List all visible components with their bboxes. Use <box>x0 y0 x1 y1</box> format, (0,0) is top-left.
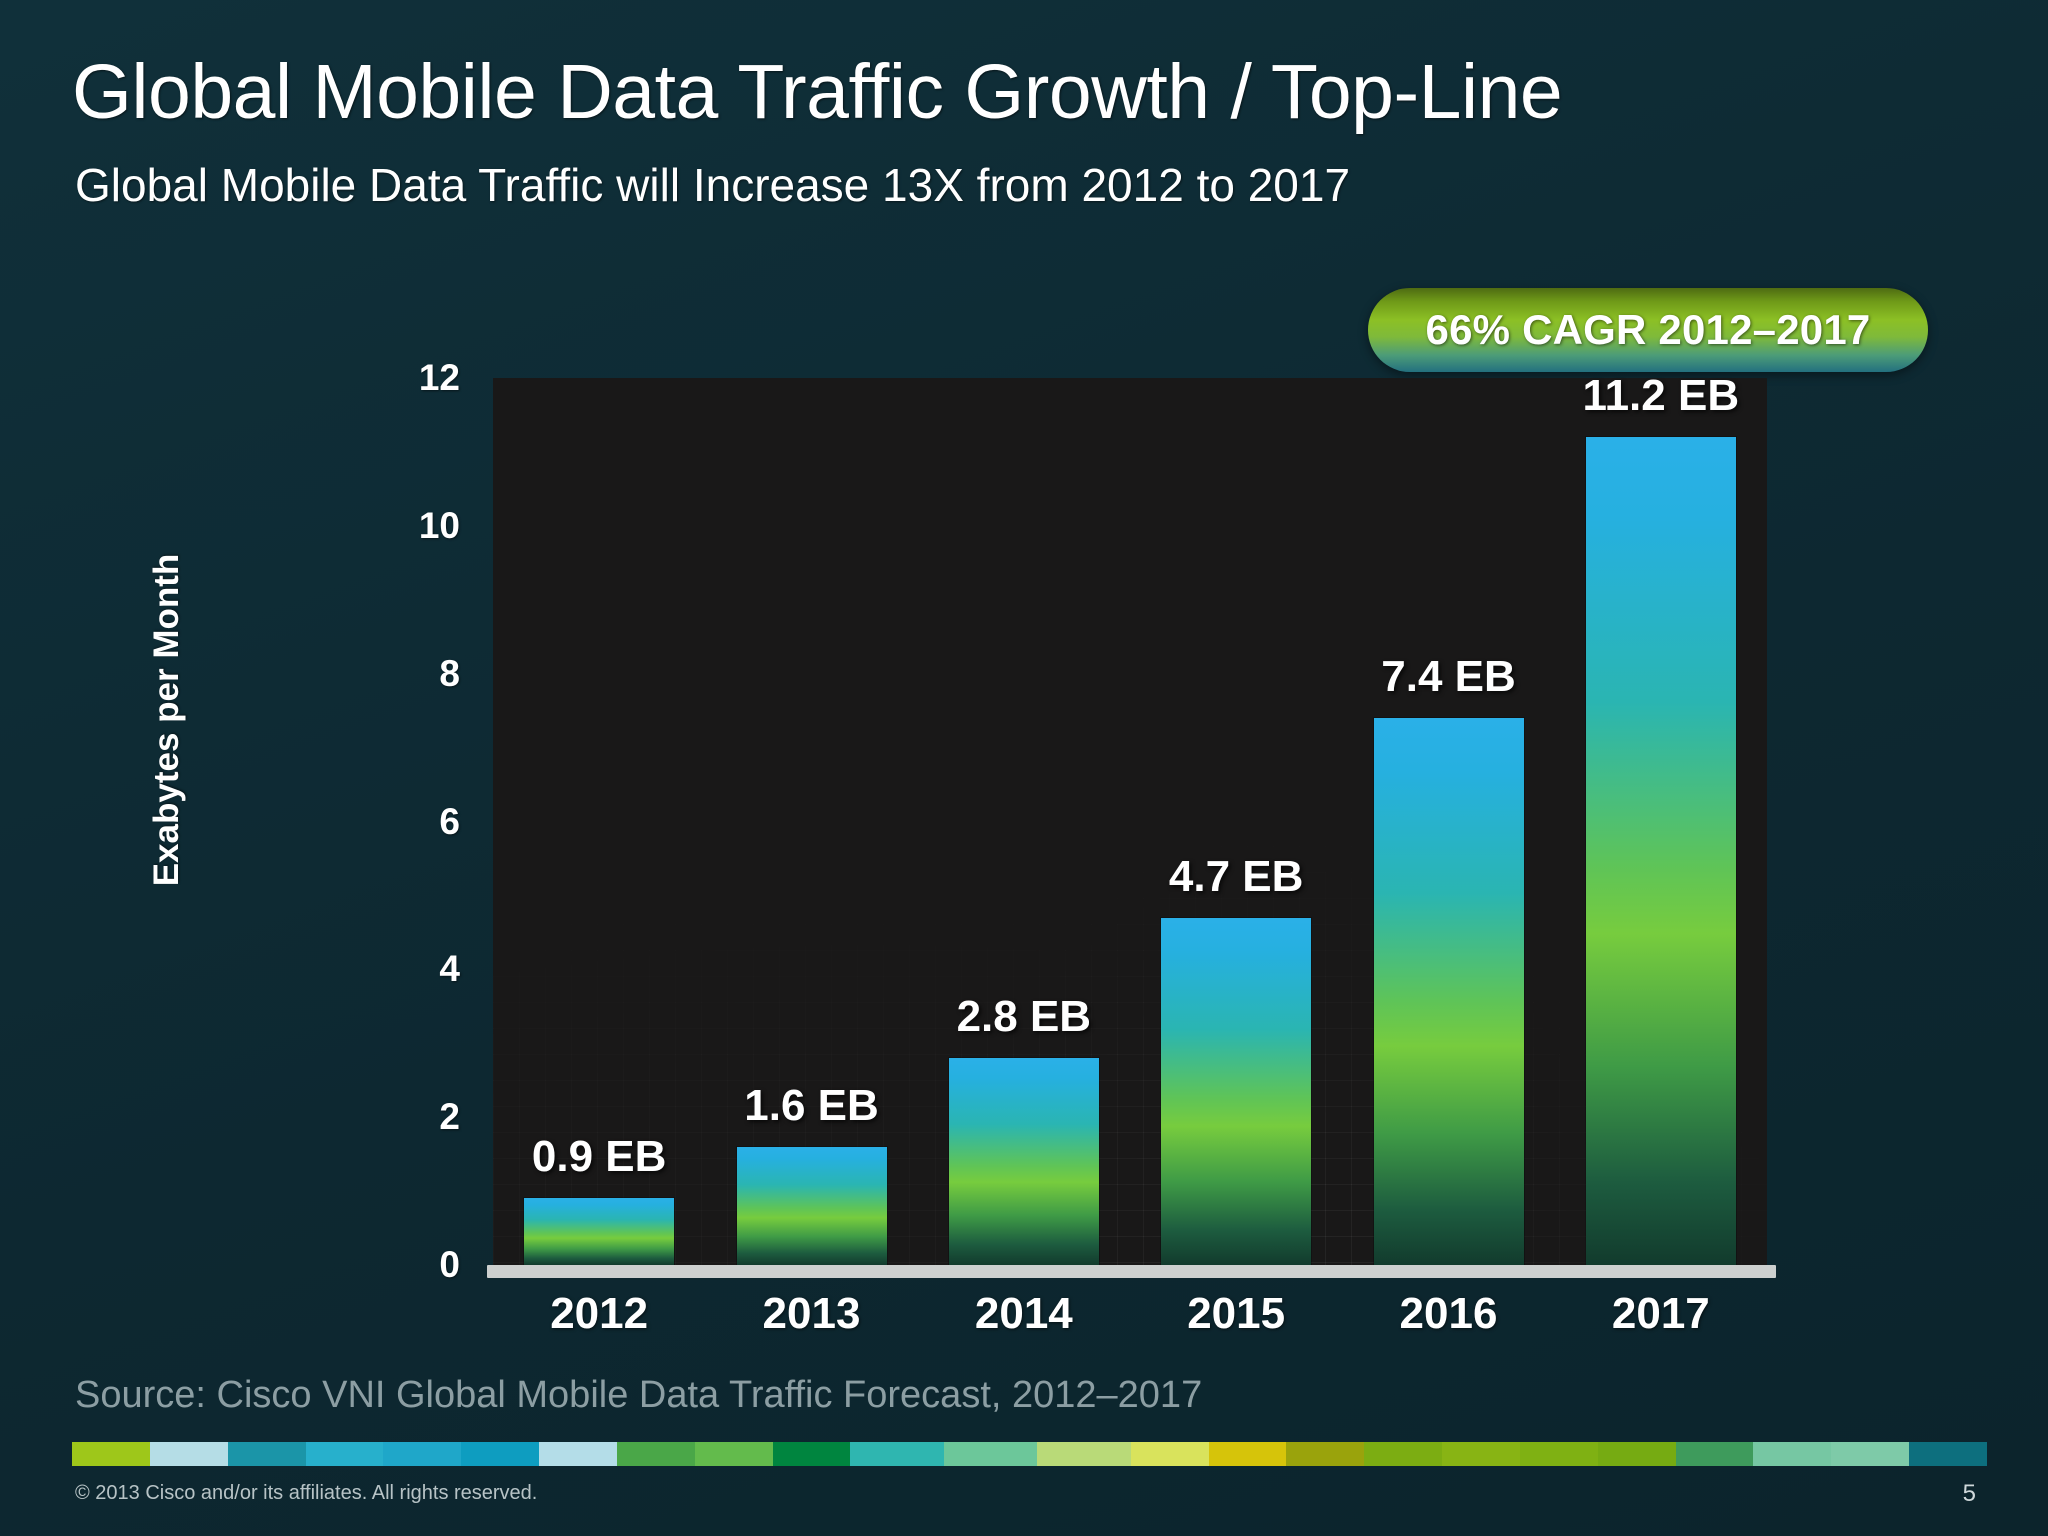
y-axis-tick-label: 10 <box>418 504 460 546</box>
y-axis-tick-label: 12 <box>418 357 460 398</box>
bar-value-label-2016: 7.4 EB <box>1381 652 1516 702</box>
x-axis-tick-2012: 2012 <box>550 1289 649 1338</box>
page-number: 5 <box>1962 1480 1976 1507</box>
color-strip-segment <box>772 1442 851 1466</box>
color-strip-segment <box>1519 1442 1598 1466</box>
bar-value-label-2014: 2.8 EB <box>956 992 1092 1042</box>
x-axis-tick-2014: 2014 <box>974 1289 1073 1338</box>
plot-texture-overlay <box>493 378 1767 1265</box>
copyright-note: © 2013 Cisco and/or its affiliates. All … <box>75 1482 538 1504</box>
color-strip-segment <box>1364 1442 1443 1466</box>
color-strip-segment <box>1442 1442 1520 1466</box>
color-strip-segment <box>72 1442 150 1466</box>
color-strip-segment <box>1753 1442 1832 1466</box>
y-axis-tick-label: 4 <box>439 948 460 990</box>
bar-2013[interactable] <box>736 1146 887 1265</box>
color-strip-segment <box>1597 1442 1676 1466</box>
y-axis-tick-label: 6 <box>439 800 460 842</box>
color-strip-segment <box>539 1442 617 1466</box>
y-axis-tick-label: 0 <box>439 1244 460 1285</box>
x-axis-tick-2013: 2013 <box>762 1289 861 1338</box>
brand-color-strip <box>72 1442 1987 1466</box>
y-axis-tick-label: 2 <box>439 1096 460 1138</box>
color-strip-segment <box>227 1442 306 1466</box>
color-strip-segment <box>383 1442 462 1466</box>
x-axis-tick-2016: 2016 <box>1399 1289 1498 1338</box>
bar-value-label-2012: 0.9 EB <box>531 1132 667 1182</box>
page-subtitle: Global Mobile Data Traffic will Increase… <box>75 159 1351 211</box>
y-axis-ticks: 12 10 8 6 4 2 0 <box>330 0 460 1536</box>
bar-value-label-2015: 4.7 EB <box>1168 851 1304 901</box>
color-strip-segment <box>1909 1442 1987 1466</box>
plot-area <box>493 378 1767 1265</box>
bar-2017[interactable] <box>1585 437 1736 1265</box>
bar-2015[interactable] <box>1161 917 1312 1265</box>
color-strip-segment <box>1286 1442 1365 1466</box>
color-strip-segment <box>943 1442 1038 1466</box>
color-strip-segment <box>149 1442 228 1466</box>
color-strip-segment <box>305 1442 384 1466</box>
color-strip-segment <box>1130 1442 1209 1466</box>
color-strip-segment <box>461 1442 540 1466</box>
plot-texture-overlay-secondary <box>493 378 1767 1265</box>
color-strip-segment <box>1831 1442 1910 1466</box>
color-strip-segment <box>616 1442 695 1466</box>
source-note: Source: Cisco VNI Global Mobile Data Tra… <box>75 1374 1203 1416</box>
y-axis-tick-label: 8 <box>439 652 460 694</box>
page-title: Global Mobile Data Traffic Growth / Top-… <box>72 49 1563 135</box>
color-strip-segment <box>850 1442 944 1466</box>
x-axis-tick-2017: 2017 <box>1611 1289 1710 1338</box>
bar-value-label-2013: 1.6 EB <box>744 1080 879 1130</box>
y-axis-title: Exabytes per Month <box>147 553 186 887</box>
x-axis-tick-2015: 2015 <box>1187 1289 1286 1338</box>
cagr-badge-label: 66% CAGR 2012–2017 <box>1425 306 1871 353</box>
bar-2016[interactable] <box>1373 718 1524 1265</box>
cagr-badge: 66% CAGR 2012–2017 <box>1368 288 1928 372</box>
color-strip-segment <box>694 1442 773 1466</box>
bar-2014[interactable] <box>948 1058 1099 1265</box>
bar-value-label-2017: 11.2 EB <box>1582 371 1740 421</box>
color-strip-segment <box>1675 1442 1754 1466</box>
color-strip-segment <box>1208 1442 1287 1466</box>
color-strip-segment <box>1037 1442 1131 1466</box>
bar-2012[interactable] <box>524 1198 675 1265</box>
x-axis-line <box>487 1265 1776 1278</box>
